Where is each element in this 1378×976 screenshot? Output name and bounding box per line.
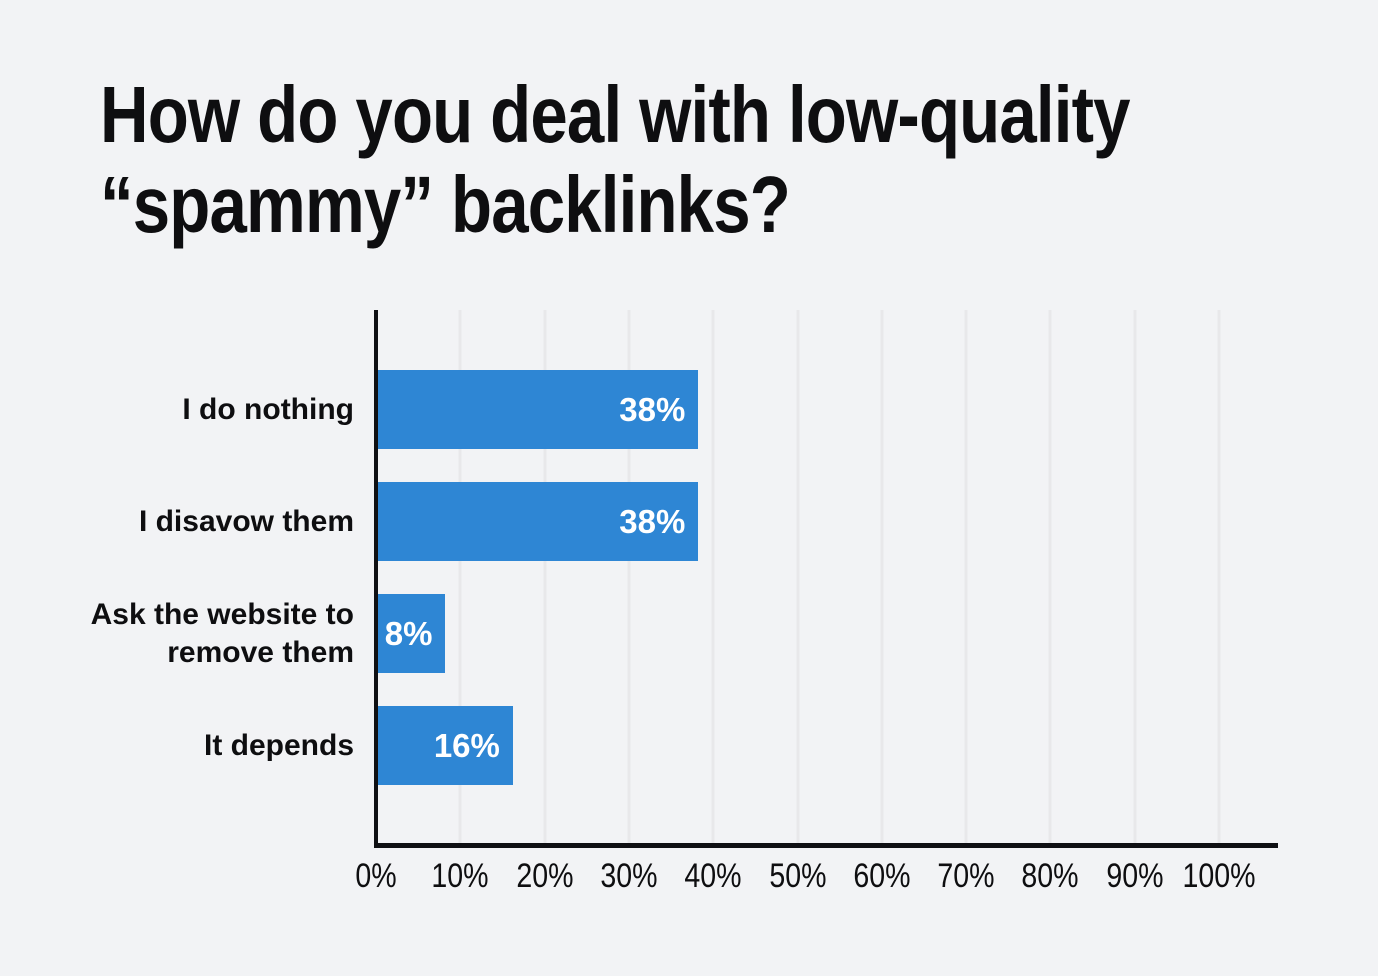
vertical-gridline [1217,310,1221,843]
chart-row: 8% [378,578,1221,690]
bar-value-label: 16% [433,726,500,764]
bar: 8% [378,594,446,673]
chart-title: How do you deal with low-quality “spammy… [100,70,1326,250]
category-labels: I do nothing I disavow them Ask the websit… [82,310,354,843]
chart-row: 38% [378,466,1221,578]
x-axis-tick-label: 70% [937,857,995,895]
bar-value-label: 8% [384,614,433,652]
x-axis-tick-label: 80% [1021,857,1079,895]
bar-chart: 38% 38% 8% 16% 0% 10% 20% 30% 40% 50% 60% 70% 80% 90… [355,310,1278,895]
chart-row: 16% [378,690,1221,802]
x-axis-tick-label: 10% [431,857,489,895]
bar: 38% [378,482,699,561]
category-label: I disavow them [138,505,354,538]
category-label: It depends [203,729,354,762]
vertical-gridline [1048,310,1052,843]
vertical-gridline [627,310,631,843]
chart-title-line-2: “spammy” backlinks? [100,160,791,249]
vertical-gridline [796,310,799,843]
bar-value-label: 38% [619,390,686,428]
x-axis-tick-label: 50% [768,857,827,895]
x-axis-tick-label: 60% [853,857,911,895]
bar: 16% [378,706,513,785]
category-label: Ask the website to remove them [90,598,354,669]
vertical-gridline [458,310,462,843]
y-axis-line [374,310,378,846]
vertical-gridline [543,310,547,843]
x-axis-tick-label: 100% [1182,857,1256,895]
bar-value-label: 38% [619,502,686,540]
bar-rows: 38% 38% 8% 16% [378,310,1221,843]
x-axis-tick-label: 20% [516,857,574,895]
vertical-gridline [1133,310,1137,843]
chart-row: 38% [378,354,1221,466]
x-axis-line [374,843,1278,848]
x-axis-tick-label: 30% [600,857,658,895]
vertical-gridline [711,310,715,843]
category-label: I do nothing [182,393,354,426]
x-axis-tick-label: 40% [684,857,742,895]
x-axis-tick-labels: 0% 10% 20% 30% 40% 50% 60% 70% 80% 90% 100% [355,857,1255,899]
chart-title-line-1: How do you deal with low-quality [100,70,1130,159]
vertical-gridline [964,310,968,843]
vertical-gridline [880,310,884,843]
x-axis-tick-label: 0% [355,857,397,895]
x-axis-tick-label: 90% [1106,857,1164,895]
bar: 38% [378,370,699,449]
grid-layer [376,310,1221,843]
